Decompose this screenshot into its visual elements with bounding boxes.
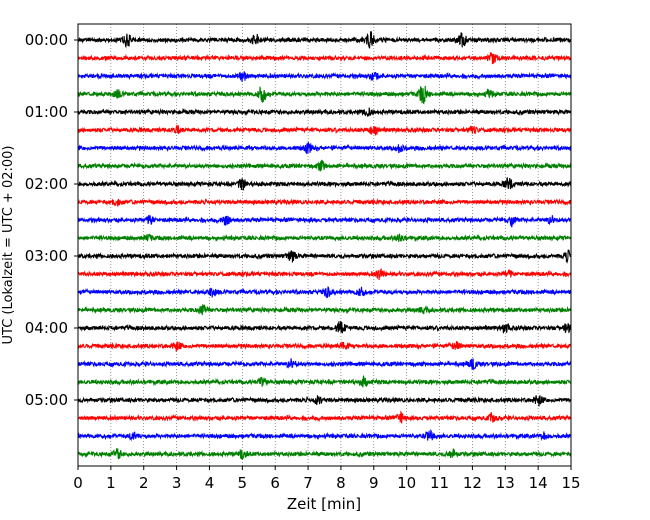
seismic-trace: [77, 233, 572, 243]
seismic-trace: [77, 31, 572, 49]
seismic-trace: [77, 214, 572, 228]
seismic-trace: [77, 320, 572, 334]
y-tick-label: 02:00: [25, 175, 68, 193]
seismic-trace: [77, 395, 572, 407]
y-tick-label: 05:00: [25, 391, 68, 409]
seismic-trace: [77, 85, 572, 105]
x-tick-label: 0: [73, 474, 83, 492]
seismic-trace: [77, 448, 572, 460]
x-tick-label: 12: [463, 474, 482, 492]
seismic-trace: [77, 429, 572, 442]
seismic-traces: [77, 31, 572, 460]
seismic-trace: [77, 52, 572, 65]
seismic-trace: [77, 304, 572, 316]
x-tick-label: 5: [238, 474, 248, 492]
x-axis-ticks: 0 1 2 3 4 5 6 7 8 9 10 11 12 13 14 15: [73, 466, 581, 492]
y-axis-label: UTC (Lokalzeit = UTC + 02:00): [1, 146, 16, 345]
x-tick-label: 10: [397, 474, 416, 492]
seismic-trace: [77, 410, 572, 424]
x-tick-label: 2: [139, 474, 149, 492]
seismic-trace: [77, 198, 572, 207]
x-tick-label: 8: [336, 474, 346, 492]
seismic-trace: [77, 286, 572, 299]
seismic-trace: [77, 374, 572, 388]
y-axis-ticks: 00:00 01:00 02:00 03:00 04:00 05:00: [25, 31, 78, 409]
seismic-trace: [77, 159, 572, 172]
x-tick-label: 4: [205, 474, 215, 492]
seismic-trace: [77, 124, 572, 136]
x-tick-label: 7: [303, 474, 313, 492]
x-tick-label: 14: [529, 474, 548, 492]
seismic-trace: [77, 141, 572, 154]
seismic-trace: [77, 340, 572, 352]
x-tick-label: 15: [561, 474, 580, 492]
seismic-trace: [77, 249, 572, 264]
x-tick-label: 3: [172, 474, 182, 492]
x-tick-label: 9: [369, 474, 379, 492]
y-tick-label: 00:00: [25, 31, 68, 49]
x-tick-label: 13: [496, 474, 515, 492]
seismic-trace: [77, 358, 572, 371]
seismic-trace: [77, 107, 572, 118]
seismic-trace: [77, 268, 572, 280]
x-tick-label: 6: [270, 474, 280, 492]
x-tick-label: 1: [106, 474, 116, 492]
y-tick-label: 03:00: [25, 247, 68, 265]
y-tick-label: 04:00: [25, 319, 68, 337]
seismic-trace: [77, 176, 572, 191]
plot-frame: [77, 23, 572, 467]
x-tick-label: 11: [430, 474, 449, 492]
x-axis-label: Zeit [min]: [287, 495, 361, 513]
seismic-trace: [77, 71, 572, 82]
y-tick-label: 01:00: [25, 103, 68, 121]
